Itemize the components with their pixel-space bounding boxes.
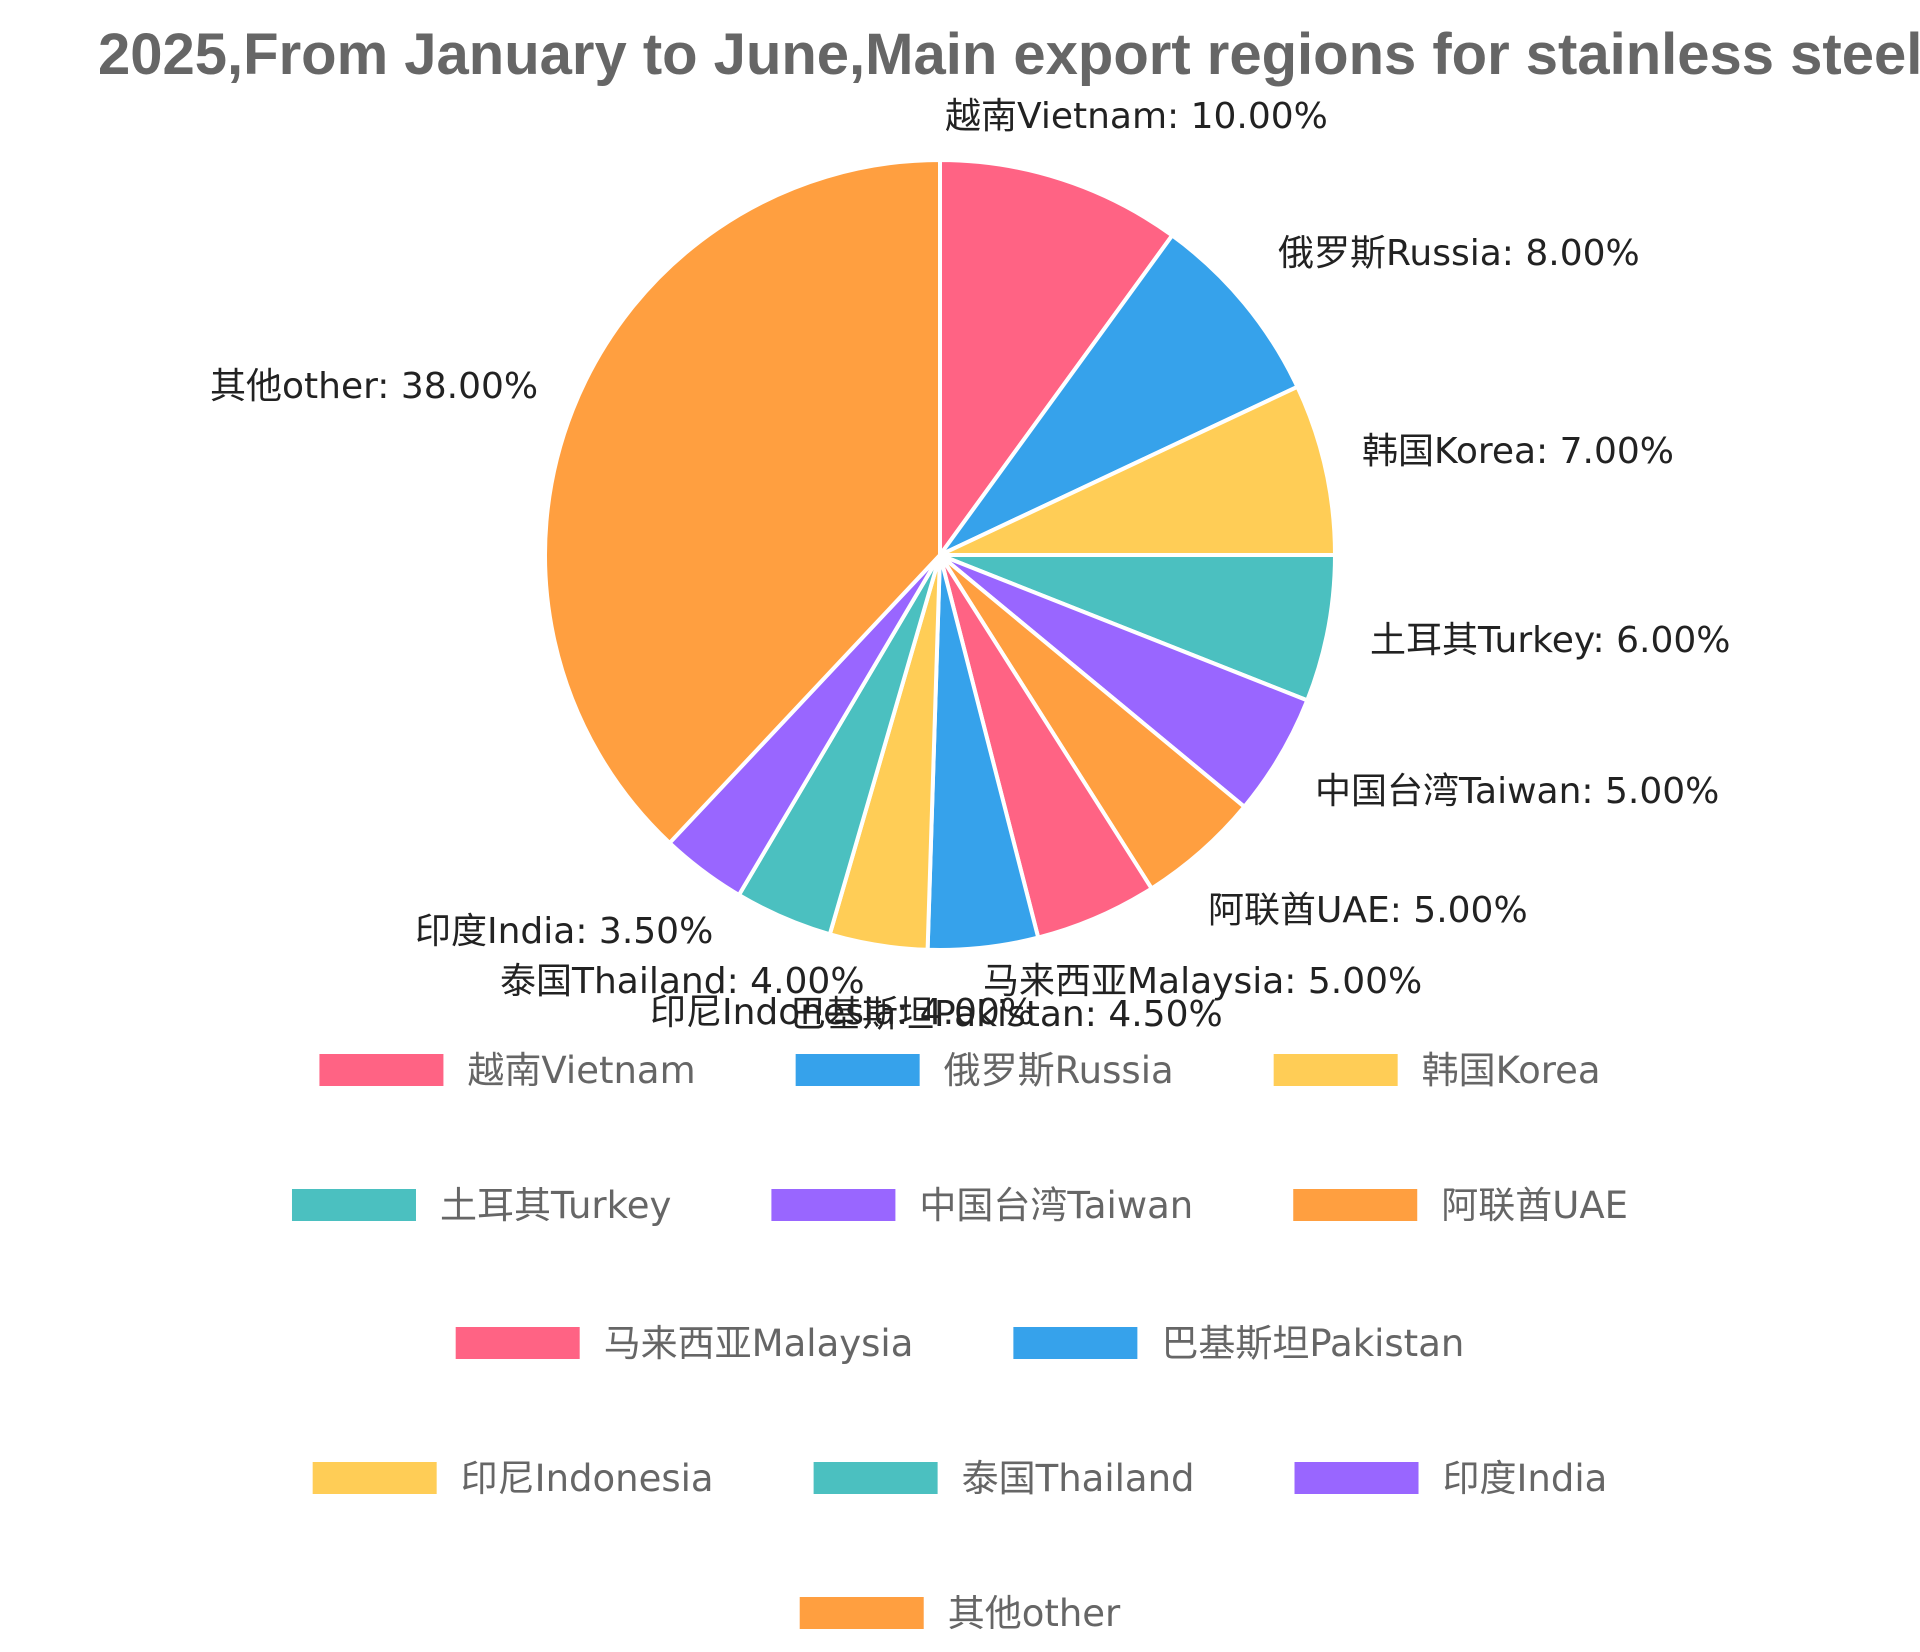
legend-label: 阿联酋UAE: [1441, 1184, 1628, 1227]
legend-swatch: [455, 1327, 580, 1359]
legend-item[interactable]: 阿联酋UAE: [1293, 1184, 1628, 1227]
pie-slices: [543, 158, 1337, 952]
legend-label: 韩国Korea: [1422, 1049, 1601, 1092]
pie-slice[interactable]: [938, 384, 1337, 557]
legend-label: 印尼Indonesia: [461, 1457, 714, 1500]
legend-item[interactable]: 俄罗斯Russia: [795, 1049, 1174, 1092]
legend-item[interactable]: 中国台湾Taiwan: [771, 1184, 1193, 1227]
legend-label: 巴基斯坦Pakistan: [1161, 1322, 1464, 1365]
slice-label: 土耳其Turkey: 6.00%: [1370, 620, 1730, 661]
slice-label: 阿联酋UAE: 5.00%: [1208, 890, 1528, 931]
pie-slice[interactable]: [543, 158, 942, 845]
legend-item[interactable]: 越南Vietnam: [319, 1049, 696, 1092]
legend-item[interactable]: 韩国Korea: [1273, 1049, 1601, 1092]
legend-label: 其他other: [948, 1592, 1121, 1635]
slice-label: 印尼Indonesia: 4.00%: [650, 992, 1034, 1033]
legend-label: 马来西亚Malaysia: [604, 1322, 914, 1365]
slice-label: 泰国Thailand: 4.00%: [500, 961, 865, 1002]
legend-swatch: [319, 1054, 444, 1086]
legend-swatch: [813, 1462, 938, 1494]
legend-swatch: [291, 1189, 416, 1221]
legend-swatch: [1293, 1189, 1418, 1221]
legend-swatch: [799, 1597, 924, 1629]
legend-item[interactable]: 印尼Indonesia: [312, 1457, 714, 1500]
slice-label: 中国台湾Taiwan: 5.00%: [1315, 771, 1719, 812]
legend-label: 泰国Thailand: [962, 1457, 1195, 1500]
legend-label: 印度India: [1443, 1457, 1608, 1500]
legend-swatch: [1013, 1327, 1138, 1359]
pie-slice[interactable]: [938, 158, 1175, 557]
slice-label: 印度India: 3.50%: [415, 911, 713, 952]
slice-label: 俄罗斯Russia: 8.00%: [1278, 233, 1640, 274]
pie-slice[interactable]: [938, 233, 1300, 557]
pie-slice[interactable]: [938, 553, 1337, 703]
legend-item[interactable]: 土耳其Turkey: [291, 1184, 671, 1227]
slice-labels: 越南Vietnam: 10.00% 俄罗斯Russia: 8.00% 韩国Korea…: [210, 96, 1730, 1035]
slice-label: 韩国Korea: 7.00%: [1362, 431, 1674, 472]
legend-label: 越南Vietnam: [467, 1049, 695, 1092]
legend-swatch: [1294, 1462, 1419, 1494]
legend: 越南Vietnam 俄罗斯Russia 韩国Korea 土耳其Turkey 中国台湾Ta…: [291, 1049, 1628, 1635]
legend-item[interactable]: 马来西亚Malaysia: [455, 1322, 914, 1365]
legend-swatch: [795, 1054, 920, 1086]
legend-label: 中国台湾Taiwan: [919, 1184, 1193, 1227]
slice-label: 越南Vietnam: 10.00%: [945, 96, 1328, 137]
slice-label: 马来西亚Malaysia: 5.00%: [983, 961, 1422, 1002]
slice-label: 其他other: 38.00%: [210, 366, 538, 407]
legend-label: 土耳其Turkey: [440, 1184, 671, 1227]
legend-swatch: [1273, 1054, 1398, 1086]
legend-item[interactable]: 巴基斯坦Pakistan: [1013, 1322, 1464, 1365]
legend-label: 俄罗斯Russia: [944, 1049, 1174, 1092]
legend-swatch: [312, 1462, 437, 1494]
slice-label: 巴基斯坦Pakistan: 4.50%: [790, 994, 1223, 1035]
legend-swatch: [771, 1189, 896, 1221]
legend-item[interactable]: 印度India: [1294, 1457, 1608, 1500]
chart-title: 2025,From January to June,Main export re…: [98, 22, 1920, 87]
legend-item[interactable]: 其他other: [799, 1592, 1121, 1635]
legend-item[interactable]: 泰国Thailand: [813, 1457, 1195, 1500]
